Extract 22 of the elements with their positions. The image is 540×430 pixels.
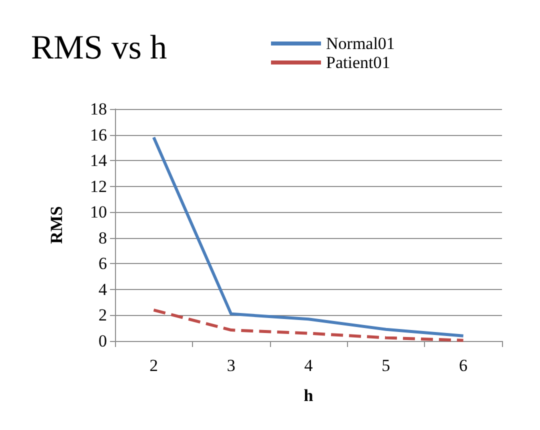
y-axis-title: RMS	[47, 206, 66, 244]
x-tick-label: 6	[459, 356, 468, 375]
x-tick-label: 2	[149, 356, 158, 375]
y-tick-label: 0	[98, 332, 107, 350]
y-tick-label: 4	[98, 280, 108, 299]
y-tick-label: 10	[90, 202, 107, 222]
x-tick-label: 5	[382, 356, 390, 375]
line-series	[152, 308, 465, 342]
legend-label: Normal01	[326, 34, 395, 53]
y-tick-label: 6	[98, 254, 107, 274]
chart-title: RMS vs h	[31, 30, 168, 66]
y-tick-label: 8	[98, 228, 107, 248]
x-tick-label: 3	[226, 356, 236, 375]
x-axis-title: h	[304, 386, 314, 405]
legend-label: Patient01	[326, 53, 390, 72]
x-tick-label: 4	[304, 356, 314, 375]
line-series	[152, 136, 465, 338]
y-tick-label: 14	[90, 151, 108, 170]
y-tick-label: 12	[90, 176, 107, 196]
y-tick-label: 16	[90, 125, 107, 144]
y-tick-label: 2	[98, 306, 107, 325]
y-tick-label: 18	[90, 100, 107, 118]
